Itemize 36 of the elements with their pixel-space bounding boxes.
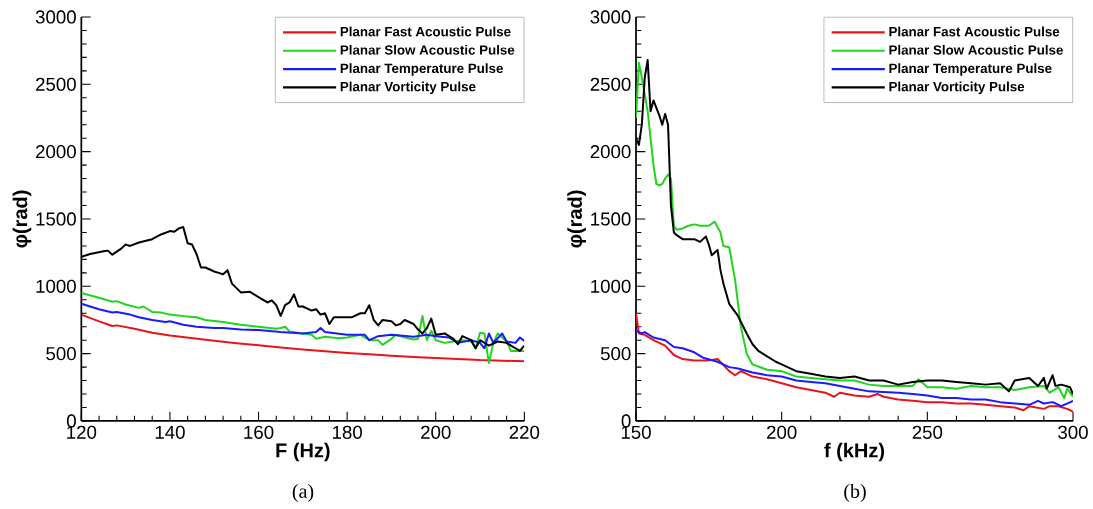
legend-label: Planar Vorticity Pulse (340, 81, 476, 94)
x-tick-label: 200 (421, 425, 451, 439)
y-axis-title: φ(rad) (12, 190, 32, 248)
x-axis-title: F (Hz) (276, 442, 330, 462)
legend-label: Planar Fast Acoustic Pulse (889, 26, 1060, 37)
y-tick-label: 500 (600, 347, 631, 361)
y-tick-label: 2000 (590, 145, 631, 159)
x-tick-label: 250 (912, 425, 943, 439)
text: (b) (844, 483, 866, 503)
x-tick-label: 180 (332, 425, 362, 439)
x-tick-label: 160 (244, 425, 274, 439)
y-tick-label: 1500 (36, 212, 76, 226)
line-series (81, 302, 525, 350)
y-tick-label: 2000 (36, 145, 76, 159)
line-series (81, 292, 525, 365)
legend-label: Planar Temperature Pulse (889, 63, 1052, 76)
y-tick-label: 1000 (36, 279, 76, 293)
legend-label: Planar Vorticity Pulse (889, 81, 1025, 94)
y-tick-label: 1000 (591, 279, 631, 293)
legend-label: Planar Slow Acoustic Pulse (889, 44, 1063, 55)
x-axis-title: f (kHz) (824, 442, 885, 462)
y-tick-label: 1500 (591, 212, 631, 226)
text: (a) (292, 483, 314, 503)
x-tick-label: 200 (767, 425, 797, 439)
x-tick-label: 140 (155, 425, 185, 439)
y-axis-title: φ(rad) (567, 190, 586, 248)
y-tick-label: 2500 (36, 77, 76, 91)
legend-label: Planar Fast Acoustic Pulse (340, 26, 511, 37)
legend-label: Planar Temperature Pulse (340, 63, 503, 76)
y-tick-label: 2500 (590, 77, 631, 91)
y-tick-label: 500 (46, 347, 76, 361)
y-tick-label: 3000 (590, 10, 631, 24)
x-tick-label: 220 (509, 425, 540, 439)
legend-label: Planar Slow Acoustic Pulse (340, 44, 515, 55)
x-tick-label: 300 (1058, 425, 1088, 439)
y-tick-label: 3000 (35, 10, 76, 24)
